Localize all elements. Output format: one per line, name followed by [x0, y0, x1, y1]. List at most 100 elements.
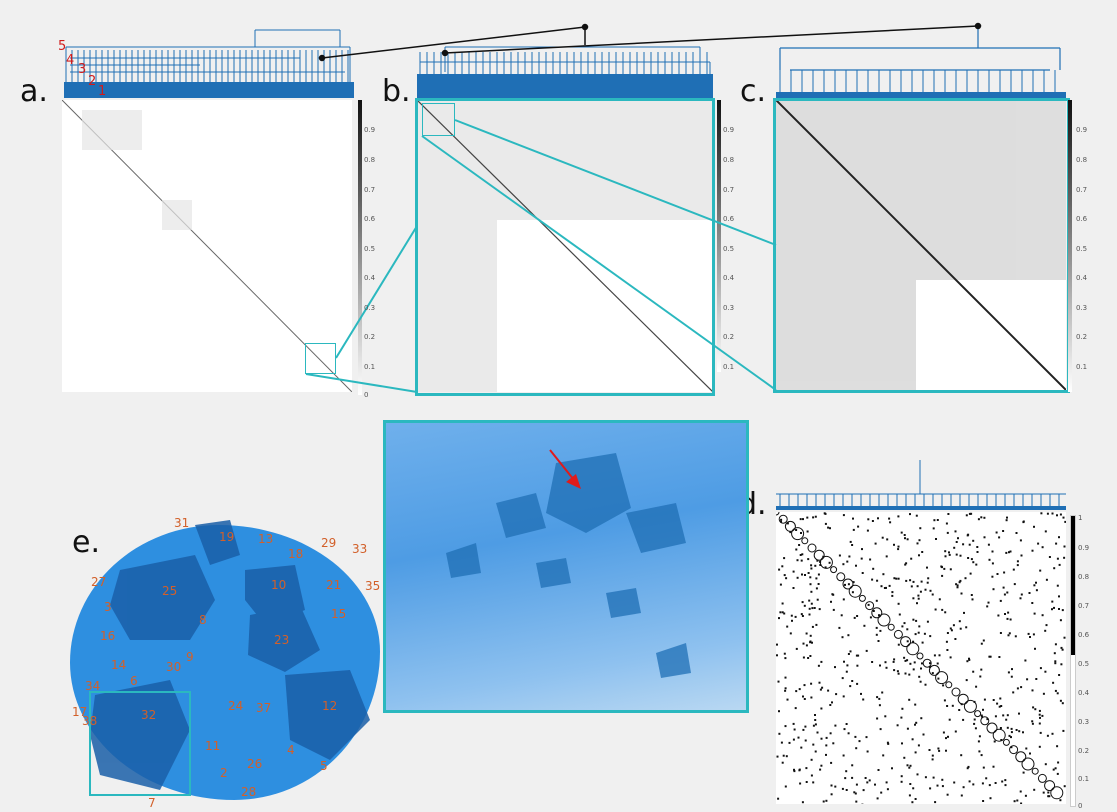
colorbar-tick-label: 0.7	[1076, 186, 1088, 194]
colorbar-tick-label: 0.4	[723, 274, 735, 282]
level-label: 5	[58, 39, 67, 54]
cluster-label: 15	[331, 607, 347, 621]
colorbar-tick-label: 0.4	[1078, 689, 1090, 697]
level-label: 3	[78, 62, 87, 77]
colorbar-tick-label: 0.6	[364, 215, 376, 223]
heatmap-b	[417, 100, 713, 392]
cluster-label: 16	[100, 629, 116, 643]
colorbar-tick-label: 0.4	[1076, 274, 1088, 282]
cluster-label: 9	[186, 650, 194, 664]
colorbar-tick-label: 0.8	[364, 156, 376, 164]
cluster-label: 31	[174, 516, 190, 530]
cluster-label: 27	[91, 575, 107, 589]
cluster-label: 34	[85, 679, 101, 693]
cluster-label: 7	[148, 796, 156, 810]
level-label: 1	[98, 84, 107, 99]
cluster-label: 17	[72, 705, 88, 719]
colorbar-c	[1068, 100, 1072, 392]
heatmap-d	[776, 512, 1066, 804]
colorbar-tick-label: 0.8	[723, 156, 735, 164]
zoom-box-a	[305, 343, 336, 374]
cluster-label: 6	[130, 674, 138, 688]
colorbar-tick-label: 0.7	[1078, 602, 1090, 610]
panel-label-a: a.	[20, 74, 48, 109]
colorbar-b	[717, 100, 721, 372]
cluster-label: 2	[220, 766, 228, 780]
cluster-label: 3	[104, 600, 112, 614]
cluster-label: 21	[326, 578, 342, 592]
colorbar-tick-label: 0.6	[1078, 631, 1090, 639]
cluster-label: 30	[166, 660, 182, 674]
cluster-label: 12	[322, 699, 338, 713]
cluster-label: 5	[320, 759, 328, 773]
colorbar-tick-label: 0.1	[723, 363, 735, 371]
cluster-label: 26	[247, 757, 263, 771]
cluster-label: 33	[352, 542, 368, 556]
colorbar-tick-label: 0.3	[1078, 718, 1090, 726]
colorbar-tick-label: 0.3	[723, 304, 735, 312]
cluster-label: 35	[365, 579, 381, 593]
colorbar-tick-label: 0.2	[1076, 333, 1088, 341]
cluster-label: 25	[162, 584, 178, 598]
colorbar-tick-label: 0	[1078, 802, 1083, 810]
colorbar-tick-label: 0.7	[364, 186, 376, 194]
colorbar-tick-label: 0.6	[723, 215, 735, 223]
cluster-label: 4	[287, 743, 295, 757]
cluster-label: 37	[256, 701, 272, 715]
panel-label-e: e.	[72, 525, 100, 560]
level-label: 2	[88, 74, 97, 89]
cluster-label: 13	[258, 532, 274, 546]
colorbar-tick-label: 0.9	[364, 126, 376, 134]
colorbar-d	[1070, 515, 1076, 807]
colorbar-tick-label: 0.5	[1076, 245, 1088, 253]
cluster-label: 38	[82, 714, 98, 728]
zoom-connectors	[318, 22, 982, 62]
colorbar-tick-label: 0.5	[364, 245, 376, 253]
colorbar-tick-label: 0.4	[364, 274, 376, 282]
cluster-label: 14	[111, 658, 127, 672]
colorbar-tick-label: 0.1	[364, 363, 376, 371]
colorbar-tick-label: 0.8	[1078, 573, 1090, 581]
colorbar-tick-label: 1	[1078, 514, 1083, 522]
zoom-frame-f	[383, 420, 749, 713]
cluster-label: 32	[141, 708, 157, 722]
colorbar-tick-label: 0.5	[723, 245, 735, 253]
panel-label-c: c.	[740, 74, 767, 109]
colorbar-tick-label: 0.6	[1076, 215, 1088, 223]
colorbar-tick-label: 0.9	[1078, 544, 1090, 552]
cluster-label: 24	[228, 699, 244, 713]
cluster-label: 23	[274, 633, 290, 647]
level-label: 4	[66, 53, 75, 68]
colorbar-tick-label: 0.3	[364, 304, 376, 312]
colorbar-tick-label: 0.9	[723, 126, 735, 134]
colorbar-tick-label: 0.2	[364, 333, 376, 341]
cluster-label: 11	[205, 739, 221, 753]
panel-label-b: b.	[382, 74, 411, 109]
colorbar-tick-label: 0.3	[1076, 304, 1088, 312]
zoom-frame-b	[415, 98, 715, 396]
colorbar-tick-label: 0.2	[1078, 747, 1090, 755]
cluster-label: 19	[219, 530, 235, 544]
zoom-box-b	[422, 103, 455, 136]
dendrogram-b	[417, 46, 713, 98]
colorbar-tick-label: 0.1	[1076, 363, 1088, 371]
colorbar-a	[358, 100, 362, 395]
colorbar-tick-label: 0.2	[723, 333, 735, 341]
colorbar-tick-label: 0	[364, 391, 369, 399]
colorbar-tick-label: 0.1	[1078, 775, 1090, 783]
heatmap-c	[776, 100, 1066, 390]
heatmap-a	[62, 100, 352, 392]
cluster-label: 10	[271, 578, 287, 592]
colorbar-tick-label: 0.8	[1076, 156, 1088, 164]
dendrogram-c	[776, 28, 1066, 98]
cluster-label: 29	[321, 536, 337, 550]
cluster-label: 18	[288, 547, 304, 561]
cluster-label: 8	[199, 613, 207, 627]
cluster-label: 28	[241, 785, 257, 799]
colorbar-tick-label: 0.7	[723, 186, 735, 194]
colorbar-tick-label: 0.9	[1076, 126, 1088, 134]
